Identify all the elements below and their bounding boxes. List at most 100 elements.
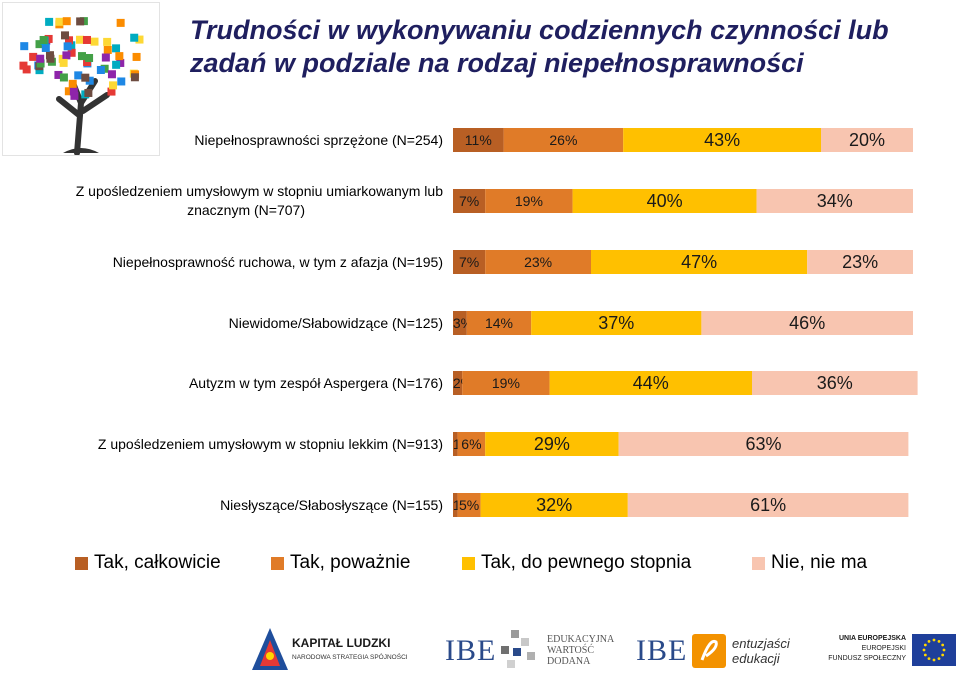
letter-leaf-icon — [59, 73, 68, 82]
ibe-ewd-line3: DODANA — [547, 656, 591, 667]
eu-star-icon — [932, 638, 936, 642]
letter-leaf-icon — [20, 42, 29, 51]
letter-leaf-icon — [75, 35, 84, 44]
data-label: 43% — [704, 130, 740, 150]
bar-segment — [453, 250, 486, 274]
bar-segment — [618, 432, 909, 456]
eu-star-icon — [937, 639, 941, 643]
data-label: 19% — [515, 193, 543, 209]
bar-segment — [485, 250, 591, 274]
category-label: Z upośledzeniem umysłowym w stopniu lekk… — [98, 436, 443, 452]
kapital-ludzki-emblem-icon — [252, 628, 288, 670]
letter-leaf-icon — [103, 45, 112, 54]
letter-leaf-icon — [135, 35, 144, 44]
eu-star-icon — [927, 639, 931, 643]
bar-segment — [807, 250, 913, 274]
eu-star-icon — [941, 643, 945, 647]
letter-leaf-icon — [85, 76, 94, 85]
letter-leaf-icon — [115, 52, 124, 61]
letter-leaf-icon — [44, 34, 53, 43]
data-label: 19% — [492, 375, 520, 391]
ibe-ewd-line2: WARTOŚĆ — [547, 645, 595, 656]
bar-segment — [591, 250, 808, 274]
eu-star-icon — [942, 648, 946, 652]
bar-segment — [453, 371, 463, 395]
eu-star-icon — [923, 653, 927, 657]
data-label: 37% — [598, 313, 634, 333]
letter-leaf-icon — [107, 87, 116, 96]
category-label: znacznym (N=707) — [187, 202, 305, 218]
data-label: 63% — [745, 434, 781, 454]
letter-leaf-icon — [62, 17, 71, 26]
data-label: 23% — [842, 252, 878, 272]
legend-swatch-2 — [462, 556, 475, 570]
eu-star-icon — [941, 653, 945, 657]
letter-leaf-icon — [29, 52, 38, 61]
letter-leaf-icon — [107, 70, 116, 79]
letter-leaf-icon — [41, 43, 50, 52]
eu-star-icon — [923, 643, 927, 647]
bar-segment — [485, 432, 619, 456]
ibe-ewd-logo: IBE EDUKACYJNA WARTOŚĆ DODANA — [445, 626, 620, 674]
letter-leaf-icon — [85, 53, 94, 62]
bar-segment — [821, 128, 913, 152]
data-label: 32% — [536, 495, 572, 515]
letter-leaf-icon — [55, 17, 64, 26]
legend-swatch-1 — [271, 556, 284, 570]
legend-item-2: Tak, do pewnego stopnia — [462, 552, 691, 574]
letter-leaf-icon — [103, 37, 112, 46]
letter-leaf-icon — [62, 51, 71, 60]
bar-segment — [701, 311, 913, 335]
letter-leaf-icon — [130, 33, 139, 42]
bar-segment — [453, 311, 467, 335]
bar-segment — [572, 189, 757, 213]
data-label: 7% — [459, 193, 479, 209]
sponsor-logos: KAPITAŁ LUDZKI NARODOWA STRATEGIA SPÓJNO… — [0, 622, 959, 682]
bar-segment — [549, 371, 752, 395]
letter-leaf-icon — [109, 81, 118, 90]
letter-leaf-icon — [82, 35, 91, 44]
data-label: 29% — [534, 434, 570, 454]
letter-leaf-icon — [70, 91, 79, 100]
eu-star-icon — [927, 657, 931, 661]
letter-leaf-icon — [74, 71, 83, 80]
letter-leaf-icon — [116, 18, 125, 27]
letter-leaf-icon — [61, 31, 70, 40]
letter-leaf-icon — [132, 52, 141, 61]
letter-leaf-icon — [130, 73, 139, 82]
letter-leaf-icon — [96, 65, 105, 74]
data-label: 23% — [524, 254, 552, 270]
tree-icon — [19, 17, 144, 156]
letter-leaf-icon — [83, 58, 92, 67]
data-label: 20% — [849, 130, 885, 150]
category-label: Niewidome/Słabowidzące (N=125) — [229, 315, 443, 331]
kapital-ludzki-logo: KAPITAŁ LUDZKI NARODOWA STRATEGIA SPÓJNO… — [250, 624, 410, 674]
letter-leaf-icon — [63, 42, 72, 51]
data-label: 7% — [459, 254, 479, 270]
letter-leaf-icon — [59, 58, 68, 67]
legend-item-1: Tak, poważnie — [271, 552, 410, 574]
bar-segment — [453, 128, 504, 152]
data-label: 40% — [647, 191, 683, 211]
bar-segment — [623, 128, 821, 152]
ibe-mark-1: IBE — [445, 634, 497, 667]
letter-leaf-icon — [116, 58, 125, 67]
data-label: 61% — [750, 495, 786, 515]
category-label: Niepełnosprawność ruchowa, w tym z afazj… — [113, 254, 443, 270]
data-label: 46% — [789, 313, 825, 333]
letter-leaf-icon — [45, 17, 54, 26]
bar-segment — [453, 432, 458, 456]
legend-swatch-3 — [752, 556, 765, 570]
ibe-entuzjasci-logo: IBE entuzjaści edukacji — [636, 626, 796, 674]
letter-leaf-icon — [117, 77, 126, 86]
eu-star-icon — [932, 658, 936, 662]
letter-leaf-icon — [112, 60, 121, 69]
chart-title: Trudności w wykonywaniu codziennych czyn… — [190, 15, 889, 78]
letter-leaf-icon — [36, 54, 45, 63]
bar-segment — [466, 311, 532, 335]
letter-leaf-icon — [35, 40, 44, 49]
bar-segment — [480, 493, 628, 517]
legend-label-2: Tak, do pewnego stopnia — [481, 552, 692, 573]
legend-label-0: Tak, całkowicie — [94, 552, 221, 573]
entuzjasci-line1: entuzjaści — [732, 636, 790, 651]
